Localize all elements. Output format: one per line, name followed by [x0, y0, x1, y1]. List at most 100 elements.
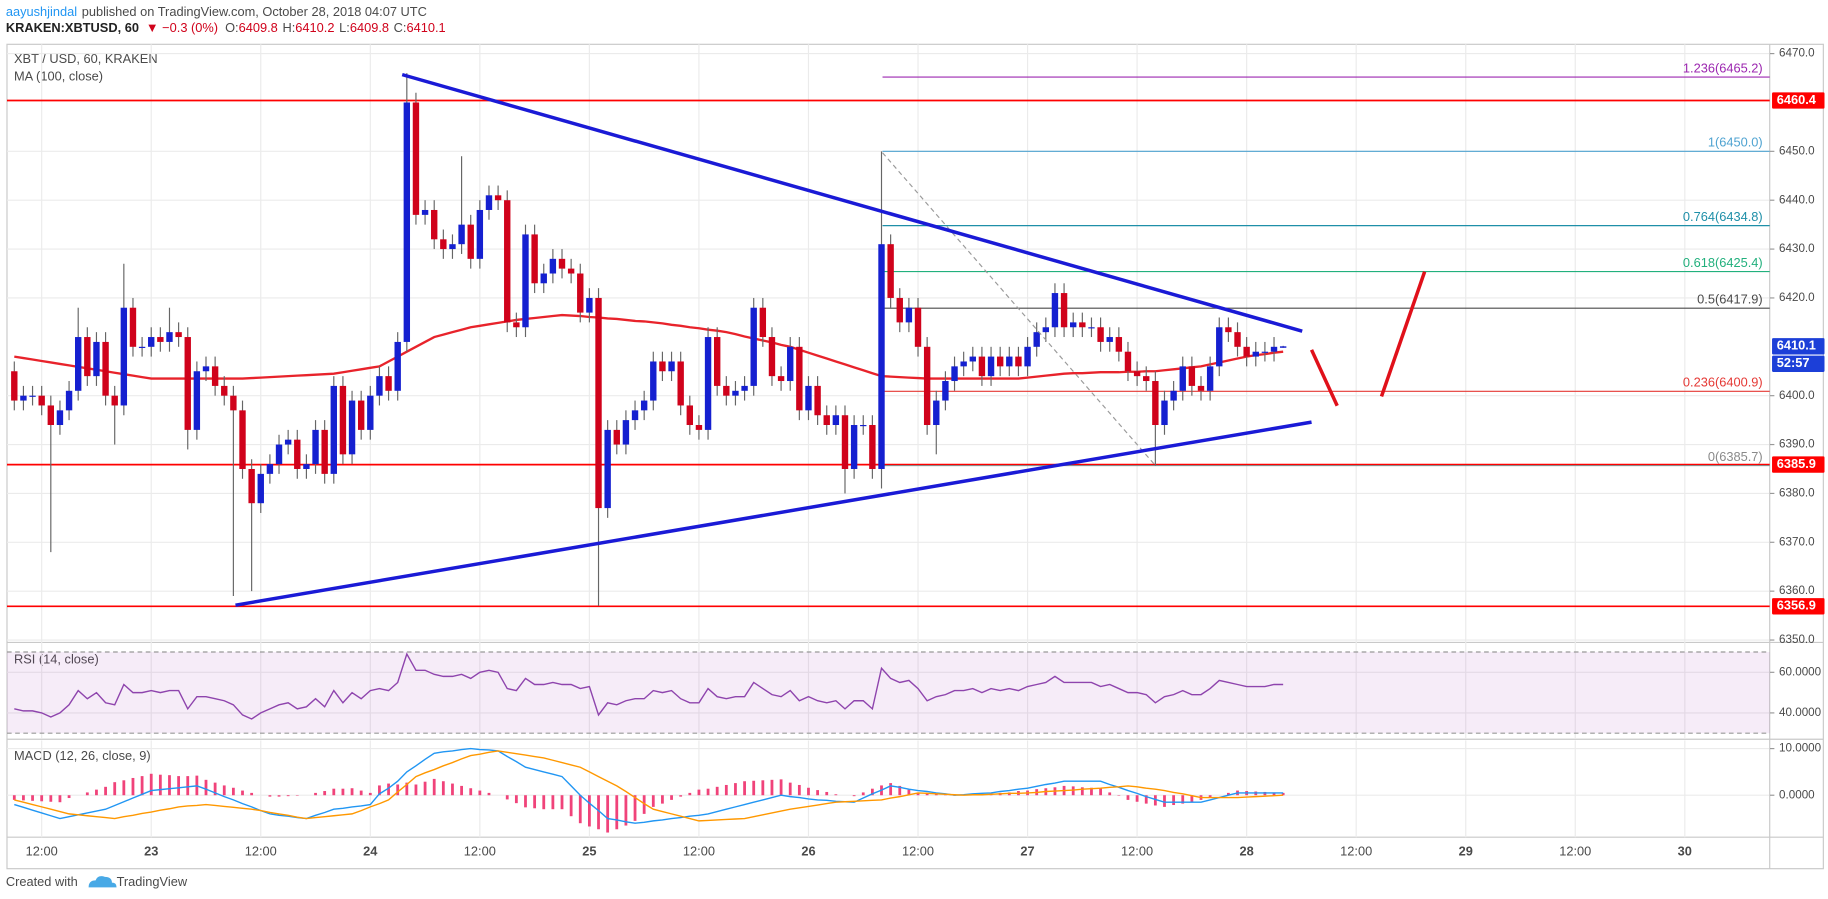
candle-body	[248, 468, 255, 504]
price-tag	[1772, 456, 1825, 473]
macd-histogram-bar	[1163, 795, 1166, 807]
candle-body	[394, 341, 401, 391]
y-tick-label: 60.0000	[1779, 665, 1822, 678]
candle-body	[421, 209, 429, 215]
macd-histogram-bar	[1281, 792, 1285, 796]
footer-brand[interactable]: TradingView	[117, 874, 188, 889]
macd-histogram-bar	[40, 795, 44, 802]
chart-title: XBT / USD, 60, KRAKEN	[14, 51, 158, 66]
candle-body	[805, 385, 812, 411]
candle-body	[93, 341, 100, 377]
macd-histogram-bar	[907, 789, 911, 796]
macd-histogram-bar	[140, 776, 144, 796]
macd-histogram-bar	[158, 774, 162, 796]
candle-body	[741, 385, 748, 391]
price-tag	[1772, 355, 1825, 372]
price-tag-label: 6356.9	[1777, 598, 1816, 613]
candle-body	[275, 444, 283, 465]
x-tick-label: 12:00	[245, 844, 277, 859]
price-tag	[1772, 338, 1825, 355]
macd-histogram-bar	[250, 792, 254, 796]
macd-histogram-bar	[560, 795, 564, 810]
macd-histogram-bar	[31, 795, 34, 801]
macd-histogram-bar	[222, 785, 226, 796]
price-tag	[1772, 598, 1825, 615]
candle-body	[787, 346, 794, 382]
macd-histogram-bar	[688, 792, 692, 796]
macd-histogram-bar	[1272, 792, 1276, 796]
candle-body	[659, 361, 666, 372]
y-tick-label: 6430.0	[1779, 242, 1815, 255]
fib-label: 0.618(6425.4)	[1683, 255, 1763, 270]
macd-histogram-bar	[131, 777, 135, 796]
candle-body	[403, 102, 411, 342]
price-tag	[1772, 92, 1825, 109]
candle-body	[1143, 376, 1150, 382]
candle-body	[540, 273, 547, 284]
macd-histogram-bar	[925, 793, 929, 796]
macd-histogram-bar	[533, 795, 537, 809]
macd-histogram-bar	[615, 795, 619, 830]
macd-histogram-bar	[332, 788, 336, 796]
published: published on TradingView.com, October 28…	[82, 4, 427, 19]
candle-body	[38, 395, 45, 406]
macd-histogram-bar	[670, 795, 673, 800]
macd-histogram-bar	[1208, 795, 1212, 798]
macd-histogram-bar	[387, 783, 390, 796]
candle-body	[20, 395, 27, 401]
ohlc-key: L:	[339, 21, 350, 36]
candle-body	[713, 337, 721, 386]
y-tick-label: 6420.0	[1779, 291, 1815, 304]
fib-label: 0.5(6417.9)	[1697, 291, 1763, 306]
candle-body	[1106, 337, 1113, 342]
macd-histogram-bar	[834, 794, 838, 796]
fib-label: 0.236(6400.9)	[1683, 375, 1763, 390]
footer-text: Created with	[6, 874, 78, 889]
macd-histogram-bar	[816, 790, 820, 796]
ohlc-value: 6410.2	[295, 21, 334, 36]
candle-body	[193, 371, 201, 430]
macd-histogram-bar	[460, 785, 463, 796]
x-tick-label: 12:00	[683, 844, 715, 859]
candle-body	[1060, 293, 1068, 328]
candle-body	[860, 425, 867, 427]
macd-histogram-bar	[241, 790, 244, 796]
ohlc-key: H:	[282, 21, 295, 36]
ohlc-value: 6409.8	[239, 21, 278, 36]
macd-histogram-bar	[1080, 787, 1084, 796]
macd-histogram-bar	[870, 788, 874, 796]
macd-histogram-bar	[1190, 795, 1194, 802]
macd-histogram-bar	[149, 773, 153, 796]
macd-histogram-bar	[679, 795, 683, 797]
candle-body	[814, 385, 821, 416]
candle-body	[577, 273, 584, 313]
candle-body	[613, 429, 620, 445]
x-tick-label: 12:00	[1559, 844, 1591, 859]
macd-histogram-bar	[1172, 795, 1176, 806]
candle-body	[1161, 400, 1168, 426]
y-tick-label: 6400.0	[1779, 389, 1815, 402]
macd-histogram-bar	[58, 795, 62, 803]
candle-body	[823, 415, 830, 426]
macd-histogram-bar	[651, 795, 655, 807]
author[interactable]: aayushjindal	[6, 4, 77, 19]
candle-body	[266, 464, 274, 474]
candle-body	[29, 395, 36, 397]
macd-histogram-bar	[1226, 792, 1230, 796]
macd-histogram-bar	[186, 776, 190, 796]
candle-body	[1097, 327, 1104, 342]
macd-histogram-bar	[788, 782, 792, 796]
candle-body	[102, 341, 109, 396]
y-tick-label: 6390.0	[1779, 438, 1815, 451]
macd-histogram-bar	[505, 795, 509, 800]
candle-body	[969, 356, 976, 362]
macd-histogram-bar	[85, 792, 89, 796]
x-tick-label: 26	[801, 844, 815, 859]
candle-body	[467, 224, 474, 259]
x-tick-label: 12:00	[1121, 844, 1153, 859]
ohlc-value: 6409.8	[350, 21, 389, 36]
candle-body	[686, 405, 694, 426]
y-tick-label: 6360.0	[1779, 584, 1815, 597]
